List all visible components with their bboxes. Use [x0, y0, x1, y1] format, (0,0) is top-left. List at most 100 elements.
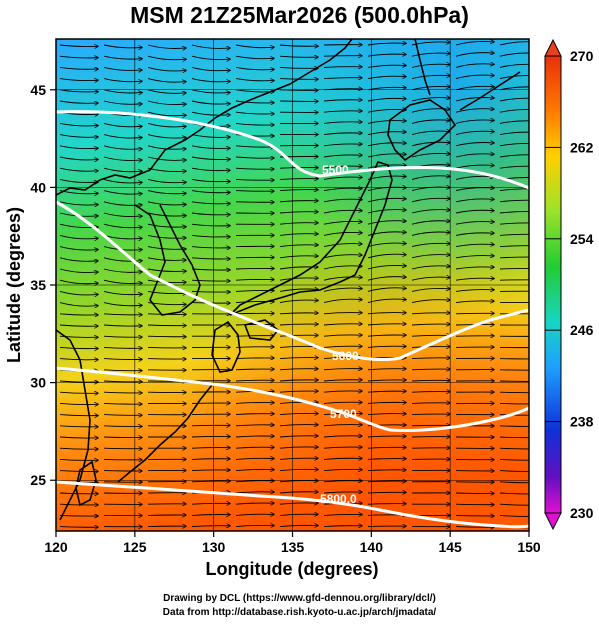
- wind-vector: [499, 199, 529, 203]
- wind-vector: [411, 221, 450, 225]
- wind-vector: [147, 290, 186, 293]
- wind-vector: [103, 347, 142, 348]
- wind-vector: [323, 335, 362, 336]
- x-axis-ticks: 120 125 130 135 140 145 150: [44, 531, 541, 555]
- wind-vector: [323, 210, 362, 214]
- coastline-kurils: [459, 71, 521, 111]
- page-title: MSM 21Z25Mar2026 (500.0hPa): [130, 2, 469, 28]
- wind-vector: [147, 336, 186, 337]
- wind-vector: [411, 75, 450, 80]
- wind-vector: [411, 266, 450, 270]
- wind-vector: [411, 300, 450, 304]
- colorbar-label: 262: [570, 139, 594, 155]
- wind-vector: [367, 132, 406, 136]
- contour-label-5700: 5700: [330, 407, 357, 421]
- wind-vector: [279, 289, 318, 292]
- wind-vector: [411, 414, 450, 415]
- wind-vector: [499, 470, 529, 472]
- wind-vector: [103, 100, 142, 104]
- wind-vector: [191, 156, 230, 160]
- wind-vector: [235, 112, 274, 114]
- wind-vector: [499, 492, 529, 495]
- wind-vector: [235, 324, 274, 325]
- y-axis-ticks: 25 30 35 40 45: [30, 82, 56, 488]
- wind-vector: [367, 277, 406, 281]
- wind-vector: [455, 233, 494, 236]
- wind-vector: [323, 369, 362, 370]
- wind-vector: [499, 481, 529, 484]
- wind-vector: [455, 75, 494, 80]
- wind-vector: [279, 380, 318, 381]
- wind-vector: [235, 403, 274, 404]
- wind-vector: [323, 232, 362, 236]
- wind-vector: [103, 336, 142, 337]
- wind-vector: [367, 154, 406, 158]
- wind-vector: [411, 64, 450, 68]
- wind-vector: [147, 66, 186, 71]
- wind-vector: [411, 109, 450, 113]
- wind-vector: [279, 201, 318, 202]
- wind-vector: [499, 256, 529, 259]
- wind-vector: [411, 255, 450, 259]
- colorbar-label: 230: [570, 505, 594, 521]
- wind-vector: [323, 199, 362, 203]
- wind-vector: [499, 514, 529, 517]
- coastline-china-east: [56, 329, 91, 521]
- wind-vector: [323, 436, 362, 437]
- wind-vector: [455, 504, 494, 505]
- wind-vector: [279, 469, 318, 470]
- wind-vector: [59, 45, 98, 47]
- wind-vector: [499, 86, 529, 91]
- wind-vector: [323, 402, 362, 403]
- wind-vector: [411, 142, 450, 147]
- wind-vector: [59, 426, 98, 427]
- wind-vector: [367, 254, 406, 259]
- contour-line-5800: [56, 480, 529, 529]
- wind-vector: [411, 210, 450, 214]
- wind-vector: [147, 78, 186, 83]
- wind-vector: [59, 448, 98, 449]
- wind-vector: [499, 97, 529, 102]
- wind-vector: [411, 347, 450, 348]
- wind-vector: [367, 459, 406, 460]
- colorbar-label: 246: [570, 322, 594, 338]
- wind-vector: [103, 145, 142, 149]
- wind-vector: [235, 168, 274, 169]
- wind-vector: [279, 413, 318, 414]
- wind-vector: [411, 86, 450, 91]
- wind-vector: [191, 89, 230, 93]
- coastline-taiwan: [75, 460, 97, 507]
- wind-vector: [191, 191, 230, 193]
- wind-vector: [323, 469, 362, 470]
- wind-vector: [323, 144, 362, 146]
- wind-vector: [279, 67, 318, 68]
- wind-vector: [367, 243, 406, 248]
- wind-vector: [235, 525, 274, 526]
- wind-vector: [103, 190, 142, 195]
- wind-vector: [59, 302, 98, 307]
- wind-vector: [279, 525, 318, 526]
- wind-vector: [279, 90, 318, 91]
- colorbar-ticks: 270 262 254 246 238 230: [545, 48, 594, 521]
- wind-vector: [59, 178, 98, 182]
- wind-vector: [147, 100, 186, 105]
- wind-vector: [147, 190, 186, 194]
- wind-vector: [103, 257, 142, 261]
- y-tick-label: 30: [30, 375, 46, 391]
- wind-vector: [279, 256, 318, 258]
- wind-vector: [191, 78, 230, 82]
- wind-vector: [367, 187, 406, 192]
- wind-vector: [279, 267, 318, 269]
- colorbar-min-triangle: [544, 512, 562, 531]
- contour-line-5600a: [56, 200, 529, 361]
- wind-vector: [103, 314, 142, 315]
- wind-vector: [411, 403, 450, 404]
- colorbar-max-triangle: [544, 38, 562, 57]
- y-tick-label: 25: [30, 472, 46, 488]
- wind-vector: [103, 392, 142, 393]
- wind-vector: [323, 324, 362, 325]
- wind-vector: [367, 98, 406, 102]
- wind-vectors: [59, 41, 529, 527]
- wind-vector: [59, 314, 98, 315]
